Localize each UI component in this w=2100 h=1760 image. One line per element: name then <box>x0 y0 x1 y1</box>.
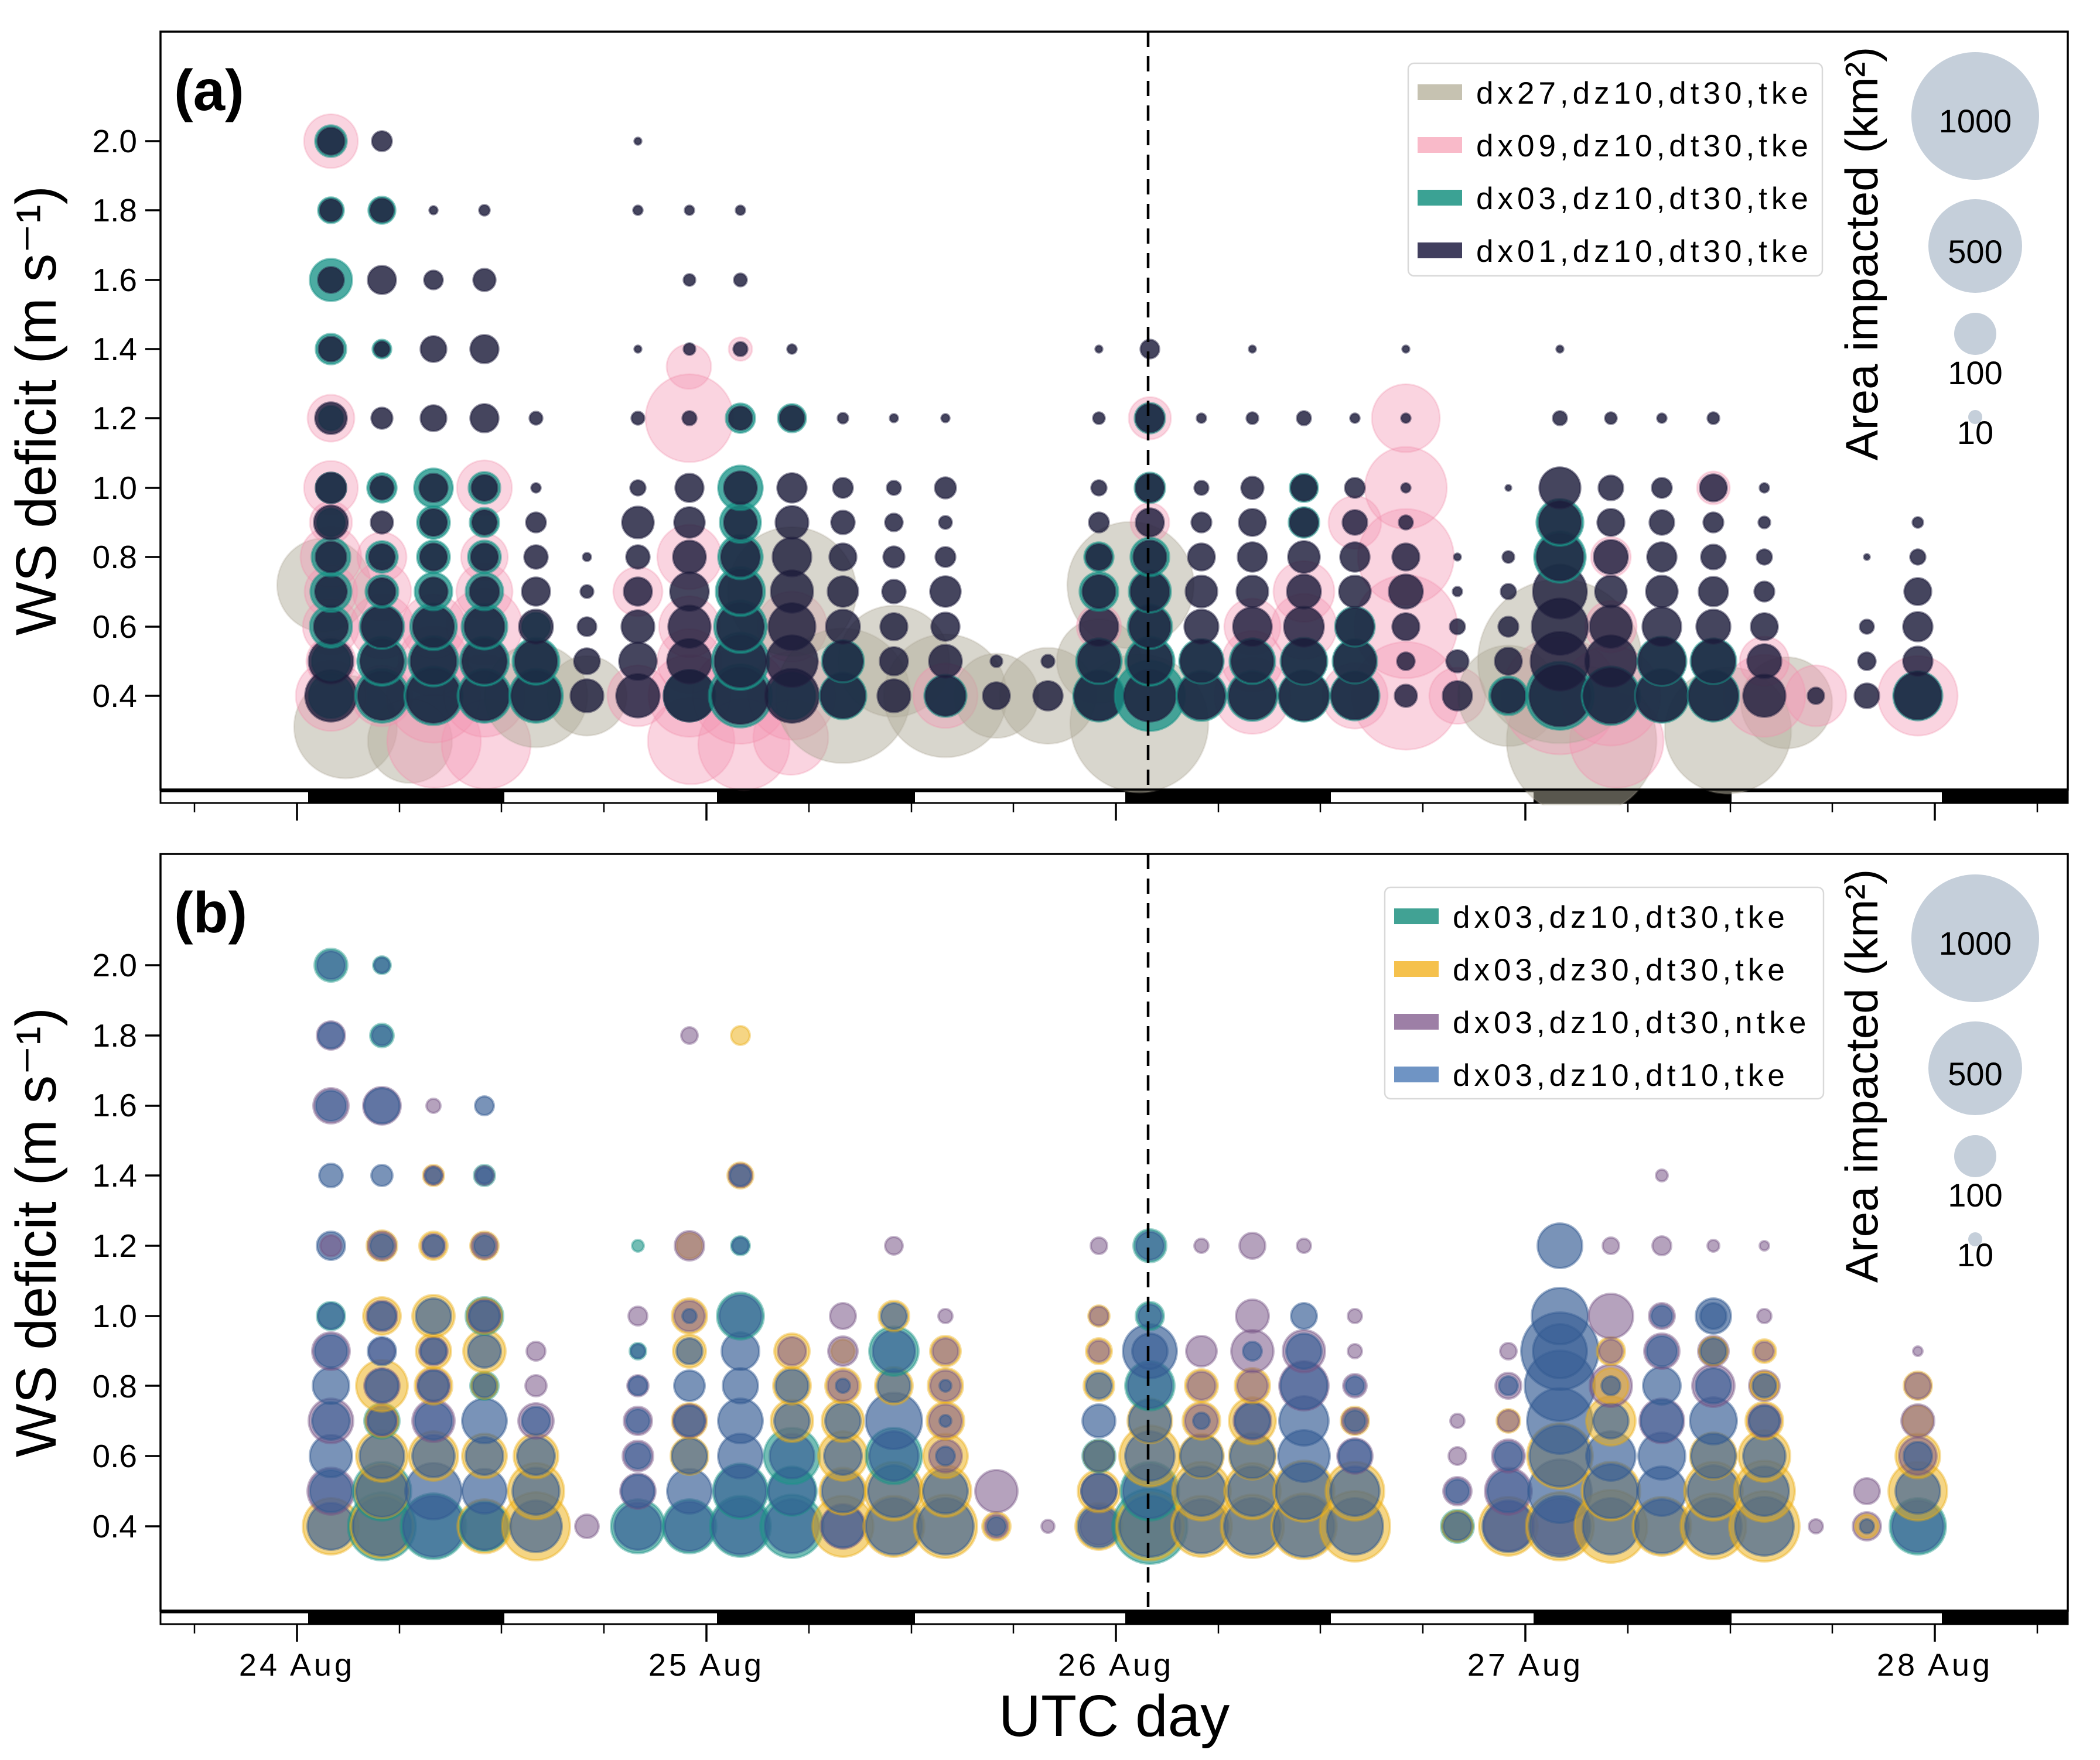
svg-text:WS deficit (m s⁻¹): WS deficit (m s⁻¹) <box>4 186 68 635</box>
svg-text:1000: 1000 <box>1939 102 2012 139</box>
svg-text:dx27,dz10,dt30,tke: dx27,dz10,dt30,tke <box>1476 76 1812 111</box>
svg-text:1.2: 1.2 <box>93 400 137 436</box>
svg-text:dx03,dz10,dt30,tke: dx03,dz10,dt30,tke <box>1476 182 1812 216</box>
svg-text:500: 500 <box>1948 233 2002 270</box>
svg-text:0.4: 0.4 <box>93 1508 137 1544</box>
svg-text:500: 500 <box>1948 1055 2002 1092</box>
svg-text:Area impacted (km²): Area impacted (km²) <box>1836 47 1887 461</box>
svg-text:0.4: 0.4 <box>93 678 137 714</box>
svg-text:1000: 1000 <box>1939 925 2012 962</box>
svg-text:dx09,dz10,dt30,tke: dx09,dz10,dt30,tke <box>1476 129 1812 163</box>
svg-text:0.6: 0.6 <box>93 609 137 645</box>
svg-text:(b): (b) <box>174 880 247 945</box>
svg-text:0.8: 0.8 <box>93 1368 137 1404</box>
svg-text:dx03,dz10,dt10,tke: dx03,dz10,dt10,tke <box>1453 1058 1789 1093</box>
svg-text:dx03,dz30,dt30,tke: dx03,dz30,dt30,tke <box>1453 953 1789 987</box>
svg-text:27 Aug: 27 Aug <box>1467 1648 1583 1683</box>
svg-text:1.8: 1.8 <box>93 192 137 228</box>
svg-text:1.4: 1.4 <box>93 1157 137 1194</box>
svg-text:100: 100 <box>1948 1177 2002 1214</box>
svg-text:(a): (a) <box>174 58 244 122</box>
svg-text:1.0: 1.0 <box>93 1298 137 1334</box>
svg-text:0.6: 0.6 <box>93 1438 137 1474</box>
svg-text:dx01,dz10,dt30,tke: dx01,dz10,dt30,tke <box>1476 234 1812 269</box>
svg-text:24 Aug: 24 Aug <box>239 1648 355 1683</box>
svg-text:dx03,dz10,dt30,ntke: dx03,dz10,dt30,ntke <box>1453 1006 1810 1040</box>
svg-text:1.4: 1.4 <box>93 331 137 367</box>
svg-text:1.2: 1.2 <box>93 1228 137 1264</box>
svg-text:10: 10 <box>1957 414 1993 451</box>
svg-text:100: 100 <box>1948 354 2002 391</box>
svg-text:1.8: 1.8 <box>93 1017 137 1054</box>
svg-text:1.0: 1.0 <box>93 470 137 506</box>
svg-text:10: 10 <box>1957 1236 1993 1273</box>
svg-text:0.8: 0.8 <box>93 539 137 575</box>
svg-text:2.0: 2.0 <box>93 947 137 983</box>
svg-text:25 Aug: 25 Aug <box>648 1648 764 1683</box>
svg-text:1.6: 1.6 <box>93 262 137 298</box>
svg-text:UTC day: UTC day <box>999 1683 1230 1749</box>
svg-text:dx03,dz10,dt30,tke: dx03,dz10,dt30,tke <box>1453 900 1789 935</box>
svg-text:WS deficit (m s⁻¹): WS deficit (m s⁻¹) <box>4 1007 68 1457</box>
svg-text:28 Aug: 28 Aug <box>1877 1648 1993 1683</box>
svg-text:26 Aug: 26 Aug <box>1058 1648 1174 1683</box>
svg-text:1.6: 1.6 <box>93 1087 137 1123</box>
svg-text:Area impacted (km²): Area impacted (km²) <box>1836 869 1887 1283</box>
svg-text:2.0: 2.0 <box>93 123 137 159</box>
